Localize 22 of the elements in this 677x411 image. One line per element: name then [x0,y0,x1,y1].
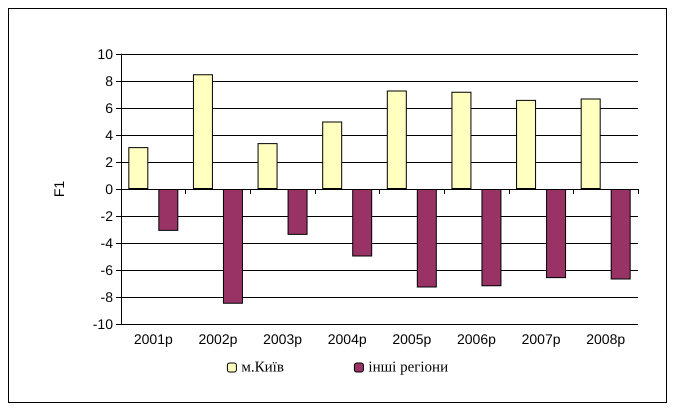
x-tick-label: 2001р [134,331,173,347]
y-tick-label: 10 [97,46,114,62]
y-tick-label: 2 [105,154,114,170]
x-tick-label: 2003р [263,331,302,347]
x-tick-label: 2006р [456,331,496,347]
y-tick-label: 8 [105,73,114,89]
x-tick-label: 2004р [328,331,367,347]
x-tick-label: 2002р [198,331,238,347]
y-tick-label: 6 [105,100,114,116]
y-tick-label: 0 [105,181,114,197]
y-tick-label: -4 [100,235,114,251]
y-tick-label: 4 [105,127,114,143]
legend-label: інші регіони [368,360,448,376]
y-tick-label: -2 [100,208,114,224]
x-tick-label: 2008р [586,331,626,347]
y-axis-title: F1 [51,180,67,198]
legend-label: м.Київ [241,360,284,376]
x-tick-label: 2005р [392,331,432,347]
y-tick-label: -8 [100,289,114,305]
x-tick-label: 2007р [522,331,561,347]
y-tick-label: -10 [92,316,114,332]
y-tick-label: -6 [100,262,114,278]
